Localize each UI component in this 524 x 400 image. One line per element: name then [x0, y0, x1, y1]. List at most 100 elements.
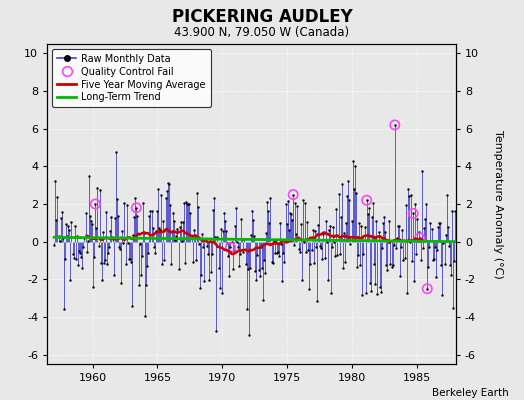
Point [442, 192, 451, 198]
Point [435, 220, 443, 226]
Point [54, 233, 63, 239]
Point [180, 200, 188, 206]
Point [450, 258, 458, 264]
Point [221, 218, 229, 224]
Point [167, 261, 175, 267]
Point [90, 254, 99, 260]
Point [386, 261, 395, 267]
Point [417, 257, 425, 263]
Point [250, 233, 258, 240]
Point [388, 262, 397, 268]
Point [245, 332, 253, 338]
Point [208, 251, 216, 257]
Point [116, 246, 124, 252]
Point [387, 264, 396, 270]
Point [410, 278, 419, 284]
Point [412, 250, 421, 257]
Point [179, 218, 187, 225]
Point [53, 194, 62, 200]
Point [133, 212, 141, 219]
Point [88, 221, 96, 227]
Point [364, 210, 372, 217]
Point [288, 217, 296, 223]
Point [113, 196, 121, 202]
Point [152, 208, 161, 215]
Point [190, 227, 198, 234]
Point [224, 253, 233, 259]
Point [408, 258, 416, 264]
Point [249, 217, 257, 223]
Legend: Raw Monthly Data, Quality Control Fail, Five Year Moving Average, Long-Term Tren: Raw Monthly Data, Quality Control Fail, … [52, 49, 211, 107]
Point [300, 238, 308, 245]
Point [306, 261, 314, 267]
Point [148, 225, 157, 231]
Point [272, 249, 281, 256]
Point [106, 228, 115, 234]
Point [430, 256, 438, 263]
Point [351, 163, 359, 169]
Point [266, 195, 275, 201]
Point [413, 216, 422, 222]
Point [294, 246, 303, 252]
Point [267, 258, 276, 265]
Point [277, 240, 286, 247]
Point [68, 250, 77, 257]
Point [177, 219, 185, 225]
Point [132, 204, 140, 211]
Point [264, 208, 272, 215]
Point [380, 214, 388, 220]
Point [258, 265, 266, 271]
Point [384, 237, 392, 244]
Point [187, 232, 195, 239]
Point [139, 200, 147, 206]
Point [308, 246, 316, 253]
Point [154, 186, 162, 193]
Point [367, 288, 375, 294]
Point [76, 250, 84, 257]
Point [128, 303, 136, 310]
Point [136, 272, 145, 278]
Point [112, 148, 120, 155]
Point [126, 255, 134, 262]
Point [189, 258, 197, 265]
Point [204, 277, 213, 284]
Point [432, 273, 440, 280]
Point [102, 209, 110, 216]
Point [418, 168, 426, 175]
Point [97, 277, 106, 283]
Point [373, 291, 381, 297]
Point [87, 218, 95, 224]
Point [327, 290, 335, 296]
Point [382, 262, 390, 268]
Point [407, 192, 415, 198]
Point [357, 223, 365, 229]
Point [368, 214, 376, 221]
Point [108, 236, 117, 242]
Point [58, 208, 66, 215]
Point [151, 228, 160, 234]
Point [314, 222, 322, 228]
Point [403, 186, 412, 192]
Point [319, 231, 328, 238]
Point [335, 250, 344, 257]
Point [437, 262, 445, 268]
Point [216, 226, 225, 232]
Point [401, 202, 410, 208]
Point [439, 240, 447, 246]
Point [119, 240, 127, 246]
Point [303, 219, 311, 225]
Point [93, 185, 102, 191]
Point [125, 256, 133, 262]
Point [203, 251, 212, 257]
Point [127, 259, 135, 266]
Point [184, 201, 192, 207]
Point [337, 181, 346, 188]
Point [178, 238, 186, 244]
Point [64, 223, 72, 229]
Point [301, 200, 309, 206]
Point [325, 226, 333, 233]
Point [431, 244, 439, 250]
Point [274, 248, 282, 255]
Point [195, 240, 203, 247]
Point [322, 239, 331, 245]
